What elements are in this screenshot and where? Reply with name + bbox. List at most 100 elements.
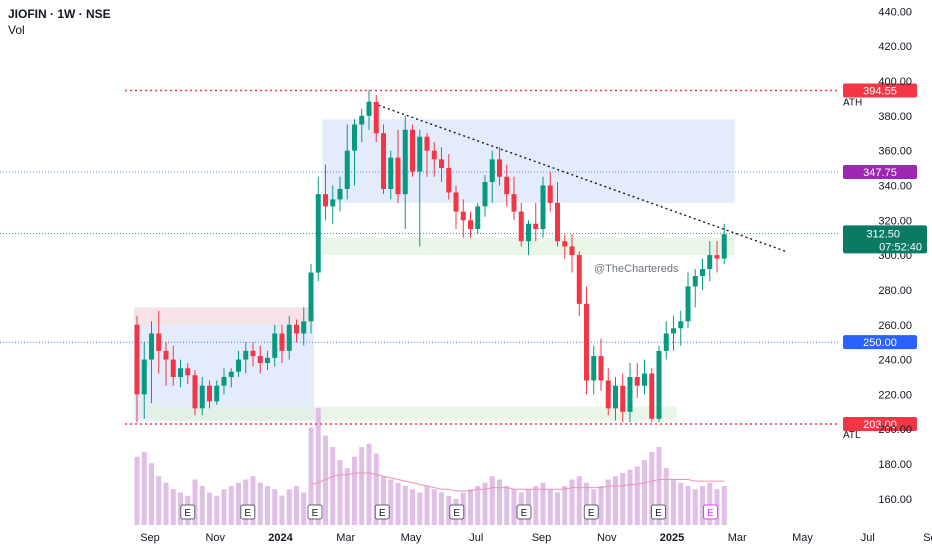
candle-body[interactable] xyxy=(381,133,386,189)
candle-body[interactable] xyxy=(178,368,183,377)
candle-body[interactable] xyxy=(214,385,220,402)
candle-body[interactable] xyxy=(511,194,517,212)
candle-body[interactable] xyxy=(192,375,198,409)
future-earnings-marker[interactable] xyxy=(703,504,718,520)
candle-body[interactable] xyxy=(642,373,647,386)
candle-body[interactable] xyxy=(663,333,669,351)
candle-body[interactable] xyxy=(286,324,292,351)
candle-body[interactable] xyxy=(395,157,401,195)
candle-body[interactable] xyxy=(707,255,713,270)
earnings-marker[interactable] xyxy=(651,504,666,520)
volume-bar xyxy=(134,456,140,525)
symbol-title[interactable]: JIOFIN · 1W · NSE xyxy=(8,7,111,21)
candle-body[interactable] xyxy=(373,101,379,134)
candle-body[interactable] xyxy=(569,246,575,256)
candle-body[interactable] xyxy=(250,350,256,357)
candle-body[interactable] xyxy=(671,328,676,334)
candle-body[interactable] xyxy=(489,159,495,182)
earnings-marker[interactable] xyxy=(307,504,323,520)
candle-body[interactable] xyxy=(344,150,350,189)
candle-body[interactable] xyxy=(685,286,691,322)
candle-body[interactable] xyxy=(453,192,459,212)
candle-body[interactable] xyxy=(526,223,531,242)
candle-body[interactable] xyxy=(243,350,249,360)
candle-body[interactable] xyxy=(272,333,278,358)
candle-body[interactable] xyxy=(692,276,698,287)
candle-body[interactable] xyxy=(431,150,437,160)
candle-body[interactable] xyxy=(613,385,618,409)
candle-body[interactable] xyxy=(576,255,582,304)
candle-body[interactable] xyxy=(446,168,452,193)
candle-body[interactable] xyxy=(410,129,415,172)
candle-body[interactable] xyxy=(388,157,394,189)
earnings-marker[interactable] xyxy=(516,504,532,520)
candle-body[interactable] xyxy=(424,136,430,151)
candle-body[interactable] xyxy=(163,350,169,360)
candle-body[interactable] xyxy=(257,356,263,364)
candle-body[interactable] xyxy=(540,185,546,229)
candle-body[interactable] xyxy=(497,159,502,177)
candle-body[interactable] xyxy=(627,376,633,412)
earnings-marker[interactable] xyxy=(583,504,599,520)
y-tick-label: 340.00 xyxy=(878,180,912,192)
current-price-tag xyxy=(843,225,927,254)
candle-body[interactable] xyxy=(170,359,176,377)
candle-body[interactable] xyxy=(482,181,488,207)
candle-body[interactable] xyxy=(149,333,154,360)
volume-indicator-label[interactable]: Vol xyxy=(8,23,25,37)
candle-body[interactable] xyxy=(555,202,560,242)
candle-body[interactable] xyxy=(337,188,343,200)
candle-body[interactable] xyxy=(228,371,234,377)
candle-body[interactable] xyxy=(562,241,568,247)
candle-body[interactable] xyxy=(156,333,162,351)
trendline[interactable] xyxy=(368,101,787,253)
earnings-marker[interactable] xyxy=(240,504,256,520)
candle-body[interactable] xyxy=(598,356,604,381)
candle-body[interactable] xyxy=(460,211,466,221)
candle-body[interactable] xyxy=(475,206,481,229)
candle-body[interactable] xyxy=(366,101,372,116)
candle-body[interactable] xyxy=(265,357,270,364)
candle-body[interactable] xyxy=(221,376,227,386)
candle-body[interactable] xyxy=(518,211,524,242)
candle-body[interactable] xyxy=(649,373,655,419)
candle-body[interactable] xyxy=(591,356,597,381)
earnings-marker[interactable] xyxy=(374,504,390,520)
candle-body[interactable] xyxy=(315,194,321,273)
candle-body[interactable] xyxy=(714,255,720,259)
candle-body[interactable] xyxy=(199,385,205,409)
candle-body[interactable] xyxy=(620,385,626,412)
candle-body[interactable] xyxy=(323,194,328,207)
candle-body[interactable] xyxy=(605,380,611,409)
candle-body[interactable] xyxy=(584,303,589,381)
candle-body[interactable] xyxy=(417,136,423,172)
candle-body[interactable] xyxy=(330,199,336,207)
candle-body[interactable] xyxy=(678,321,684,329)
candle-body[interactable] xyxy=(236,359,241,372)
candle-body[interactable] xyxy=(504,176,510,195)
volume-bar xyxy=(446,495,452,525)
candle-body[interactable] xyxy=(352,124,357,151)
candle-body[interactable] xyxy=(547,185,553,203)
candle-body[interactable] xyxy=(141,359,147,395)
candle-body[interactable] xyxy=(279,333,285,351)
candle-body[interactable] xyxy=(656,350,662,419)
earnings-marker[interactable] xyxy=(180,504,196,520)
volume-bar xyxy=(170,489,176,525)
candle-body[interactable] xyxy=(634,376,640,386)
earnings-marker[interactable] xyxy=(449,504,465,520)
candle-body[interactable] xyxy=(185,368,191,376)
candle-body[interactable] xyxy=(359,115,365,125)
candle-body[interactable] xyxy=(439,159,444,169)
candle-body[interactable] xyxy=(207,385,212,402)
candle-body[interactable] xyxy=(301,321,307,334)
candle-body[interactable] xyxy=(402,129,408,195)
candle-body[interactable] xyxy=(294,324,299,334)
candle-body[interactable] xyxy=(700,269,705,277)
candle-body[interactable] xyxy=(308,272,314,322)
candle-body[interactable] xyxy=(721,234,727,259)
candle-body[interactable] xyxy=(468,220,473,229)
candle-body[interactable] xyxy=(134,324,140,395)
candle-body[interactable] xyxy=(533,223,539,229)
